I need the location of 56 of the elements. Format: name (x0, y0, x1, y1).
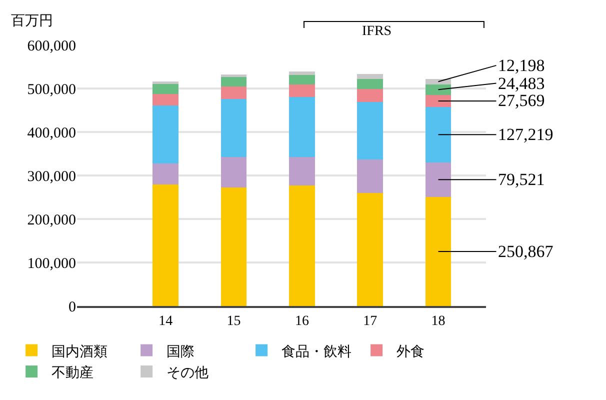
legend-label: 食品・飲料 (282, 344, 352, 360)
bar (289, 156, 315, 186)
y-tick-label: 400,000 (27, 125, 76, 142)
bar (357, 78, 384, 89)
x-tick-label: 14 (158, 314, 173, 329)
bar (152, 184, 179, 306)
bar (152, 94, 179, 106)
legend-label: その他 (166, 364, 209, 381)
legend-label: 外食 (396, 344, 425, 360)
x-tick-label: 18 (431, 314, 446, 329)
text: IFRS (362, 24, 392, 39)
y-tick-label: 300,000 (27, 168, 76, 185)
bar (357, 88, 384, 102)
bar (289, 97, 315, 157)
y-tick-label: 500,000 (27, 82, 76, 98)
bar (425, 84, 452, 95)
data-label: 250,867 (498, 242, 554, 261)
bar (220, 77, 247, 86)
data-label: 12,198 (498, 56, 545, 75)
data-label: 27,569 (498, 91, 545, 110)
bar (425, 162, 452, 197)
bar (425, 78, 452, 84)
bar (289, 75, 315, 85)
bar (152, 84, 179, 94)
bar (220, 86, 247, 99)
bar (220, 188, 247, 306)
bar (152, 163, 179, 185)
data-label: 127,219 (498, 125, 554, 144)
bar (357, 159, 384, 193)
y-axis-title: 百万円 (11, 14, 53, 29)
bar (425, 106, 452, 162)
y-tick-label: 600,000 (27, 38, 76, 54)
y-tick-label: 0 (68, 299, 76, 316)
bar (357, 192, 384, 306)
bar (220, 74, 247, 78)
y-tick-label: 100,000 (27, 256, 76, 272)
bar (357, 74, 384, 79)
bar (220, 98, 247, 157)
x-tick-label: 16 (294, 314, 309, 329)
bar (152, 82, 179, 84)
bar (357, 102, 384, 160)
legend-label: 国際 (166, 344, 195, 360)
data-label: 79,521 (498, 170, 545, 189)
bar (289, 84, 315, 98)
bar (425, 196, 452, 306)
bar (152, 105, 179, 164)
bar (425, 94, 452, 107)
legend-label: 不動産 (52, 364, 94, 381)
bar (289, 186, 315, 306)
y-tick-label: 200,000 (27, 212, 76, 228)
bar (289, 72, 315, 76)
x-tick-label: 15 (226, 314, 241, 329)
bar (220, 156, 247, 188)
data-label: 24,483 (498, 74, 545, 93)
legend-label: 国内酒類 (52, 344, 108, 360)
x-tick-label: 17 (363, 314, 378, 329)
